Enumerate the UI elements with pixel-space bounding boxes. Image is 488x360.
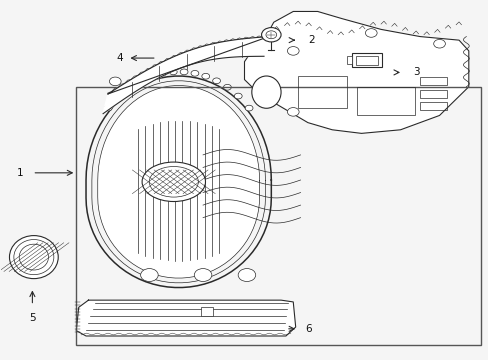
Text: 5: 5 [29, 313, 36, 323]
Bar [298, 76, 346, 108]
Circle shape [212, 78, 220, 84]
Ellipse shape [251, 76, 281, 108]
Ellipse shape [19, 244, 48, 270]
Text: 1: 1 [17, 168, 23, 178]
Ellipse shape [14, 239, 54, 275]
Circle shape [433, 40, 445, 48]
Polygon shape [103, 37, 268, 114]
Circle shape [202, 73, 209, 79]
Circle shape [115, 93, 123, 99]
Circle shape [244, 105, 252, 111]
Bar [351, 53, 381, 67]
Circle shape [141, 269, 158, 282]
Circle shape [137, 78, 144, 84]
Text: 6: 6 [305, 324, 311, 334]
Bar [76, 87, 480, 345]
Circle shape [238, 269, 255, 282]
Circle shape [158, 71, 166, 76]
Circle shape [265, 31, 276, 39]
Circle shape [126, 84, 134, 90]
Polygon shape [76, 300, 295, 336]
Circle shape [180, 69, 187, 75]
Text: 2: 2 [307, 35, 314, 45]
Bar [200, 307, 212, 316]
Circle shape [147, 73, 155, 79]
Text: 4: 4 [116, 53, 122, 63]
Bar [419, 77, 446, 85]
Ellipse shape [149, 167, 198, 197]
Bar [419, 90, 446, 98]
Text: 3: 3 [412, 67, 419, 77]
Circle shape [365, 29, 376, 37]
Bar [419, 102, 446, 110]
Bar [355, 56, 377, 64]
Circle shape [109, 77, 121, 86]
Ellipse shape [9, 235, 58, 279]
Circle shape [261, 28, 281, 42]
Polygon shape [98, 86, 259, 278]
Circle shape [234, 93, 242, 99]
Circle shape [169, 69, 177, 75]
Bar [346, 56, 351, 64]
Circle shape [194, 269, 211, 282]
Bar [356, 87, 414, 116]
Circle shape [287, 108, 299, 116]
Circle shape [223, 84, 231, 90]
Ellipse shape [142, 162, 205, 202]
Circle shape [287, 46, 299, 55]
Circle shape [191, 71, 199, 76]
Circle shape [104, 105, 112, 111]
Polygon shape [244, 12, 468, 134]
